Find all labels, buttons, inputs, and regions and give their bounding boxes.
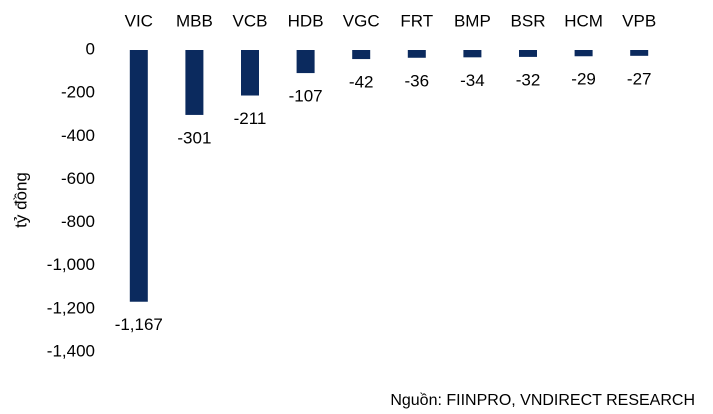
bar	[519, 50, 537, 57]
bar	[463, 50, 482, 58]
y-tick-label: 0	[86, 39, 95, 58]
x-tick-label: VCB	[233, 11, 268, 30]
y-tick-label: -400	[61, 126, 95, 145]
source-note: Nguồn: FIINPRO, VNDIRECT RESEARCH	[390, 392, 695, 409]
x-tick-label: BSR	[511, 11, 546, 30]
x-tick-label: VPB	[622, 11, 656, 30]
bar	[630, 50, 649, 56]
x-tick-label: MBB	[176, 11, 213, 30]
y-tick-label: -600	[61, 169, 95, 188]
y-tick-label: -1,000	[47, 255, 95, 274]
data-label: -107	[289, 87, 323, 106]
bar	[296, 50, 315, 74]
bar	[574, 50, 593, 57]
data-label: -36	[405, 71, 430, 90]
y-tick-label: -1,400	[47, 341, 95, 360]
y-tick-label: -800	[61, 212, 95, 231]
bar	[185, 50, 204, 115]
bar	[129, 50, 148, 302]
x-tick-label: BMP	[454, 11, 491, 30]
bar	[407, 50, 426, 58]
x-tick-label: FRT	[400, 11, 433, 30]
bar	[352, 50, 371, 60]
data-label: -211	[234, 109, 267, 128]
y-tick-label: -1,200	[47, 298, 95, 317]
data-label: -42	[349, 73, 374, 92]
y-axis-title: tỷ đồng	[11, 172, 30, 228]
data-label: -32	[516, 70, 541, 89]
x-tick-label: VIC	[125, 11, 153, 30]
x-tick-label: HCM	[564, 11, 603, 30]
x-tick-label: VGC	[343, 11, 380, 30]
data-label: -29	[571, 70, 596, 89]
data-label: -34	[460, 71, 485, 90]
bar	[241, 50, 259, 96]
data-label: -27	[627, 69, 652, 88]
data-label: -301	[177, 128, 211, 147]
y-tick-label: -200	[61, 83, 95, 102]
x-tick-label: HDB	[288, 11, 324, 30]
data-label: -1,167	[115, 315, 163, 334]
